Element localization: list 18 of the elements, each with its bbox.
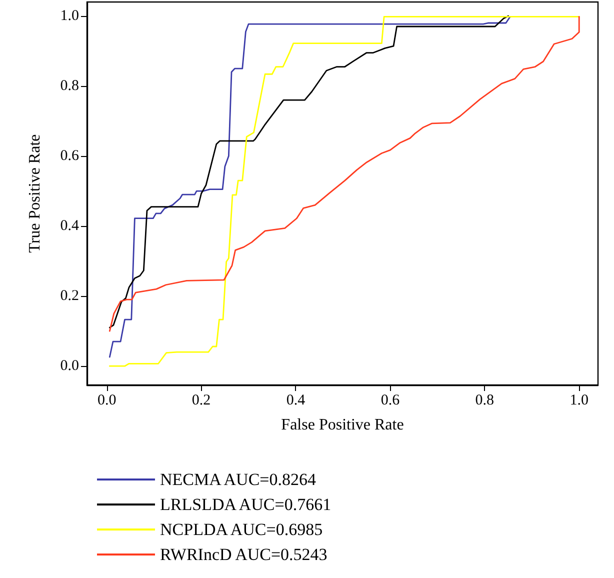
x-axis-title: False Positive Rate bbox=[281, 416, 404, 434]
x-tick-label: 0.0 bbox=[97, 392, 116, 408]
y-tick-label: 0.6 bbox=[60, 148, 80, 164]
x-tick-label: 0.4 bbox=[286, 392, 306, 408]
x-tick-label: 0.2 bbox=[192, 392, 211, 408]
x-tick-label: 0.6 bbox=[380, 392, 400, 408]
y-axis-title: True Positive Rate bbox=[26, 134, 44, 253]
legend-label: NCPLDA AUC=0.6985 bbox=[160, 520, 323, 539]
legend-label: NECMA AUC=0.8264 bbox=[160, 470, 316, 489]
y-tick-label: 0.2 bbox=[60, 288, 79, 304]
x-tick-label: 1.0 bbox=[570, 392, 588, 408]
legend-label: LRLSLDA AUC=0.7661 bbox=[160, 495, 332, 514]
y-tick-label: 0.8 bbox=[60, 78, 79, 94]
y-tick-label: 0.0 bbox=[60, 358, 79, 374]
y-tick-label: 1.0 bbox=[60, 8, 79, 24]
legend-label: RWRIncD AUC=0.5243 bbox=[160, 545, 328, 564]
x-tick-label: 0.8 bbox=[475, 392, 494, 408]
y-tick-label: 0.4 bbox=[60, 218, 80, 234]
